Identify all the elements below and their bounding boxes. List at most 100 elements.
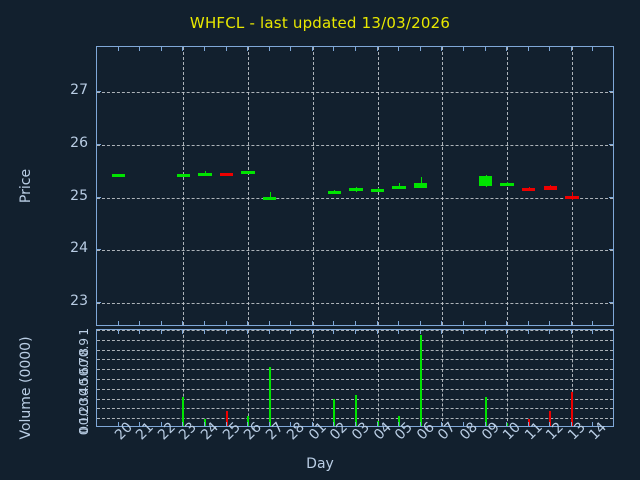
tick-x xyxy=(506,46,508,51)
tick-x xyxy=(376,329,378,334)
tick-y xyxy=(609,302,614,304)
tick-x xyxy=(117,329,119,334)
tick-x xyxy=(527,422,529,427)
tick-x xyxy=(419,321,421,326)
tick-x xyxy=(182,422,184,427)
tick-x xyxy=(182,329,184,334)
tick-x xyxy=(139,329,141,334)
tick-x xyxy=(441,422,443,427)
tick-x xyxy=(247,329,249,334)
tick-y xyxy=(96,249,101,251)
tick-x xyxy=(376,422,378,427)
gridline-horizontal xyxy=(97,303,613,305)
tick-x xyxy=(441,321,443,326)
tick-x xyxy=(182,46,184,51)
gridline-vertical xyxy=(183,47,185,325)
tick-x xyxy=(311,46,313,51)
volume-series xyxy=(97,330,613,426)
tick-x xyxy=(549,329,551,334)
volume-plot-area xyxy=(96,329,614,427)
tick-x xyxy=(225,329,227,334)
tick-x xyxy=(203,329,205,334)
price-axis-label: 27 xyxy=(70,81,88,98)
tick-x xyxy=(160,46,162,51)
tick-x xyxy=(247,422,249,427)
tick-x xyxy=(333,46,335,51)
tick-x xyxy=(549,321,551,326)
gridline-vertical xyxy=(507,330,509,426)
tick-x xyxy=(376,321,378,326)
tick-y xyxy=(96,143,101,145)
candle-body xyxy=(241,171,255,175)
tick-x xyxy=(570,329,572,334)
gridline-vertical xyxy=(248,47,250,325)
x-axis-title: Day xyxy=(306,456,334,472)
tick-x xyxy=(398,422,400,427)
volume-axis-label: 1 xyxy=(77,328,91,336)
gridline-vertical xyxy=(377,47,379,325)
volume-bar xyxy=(355,394,357,426)
tick-x xyxy=(506,422,508,427)
volume-bar xyxy=(226,411,228,426)
volume-bar xyxy=(571,391,573,426)
volume-bar xyxy=(182,396,184,426)
gridline-vertical xyxy=(183,330,185,426)
tick-x xyxy=(117,422,119,427)
tick-x xyxy=(355,46,356,51)
tick-x xyxy=(398,321,400,326)
tick-x xyxy=(592,46,594,51)
tick-x xyxy=(355,321,356,326)
tick-x xyxy=(268,321,270,326)
tick-x xyxy=(290,329,292,334)
volume-bar xyxy=(247,416,249,426)
volume-bar xyxy=(549,411,551,426)
tick-x xyxy=(419,46,421,51)
tick-x xyxy=(549,422,551,427)
price-axis-label: 25 xyxy=(70,187,88,204)
candle-body xyxy=(327,191,342,195)
tick-x xyxy=(462,46,464,51)
candle-body xyxy=(111,173,126,177)
price-axis-label: 23 xyxy=(70,293,88,310)
tick-x xyxy=(117,321,119,326)
tick-x xyxy=(484,46,486,51)
volume-bar xyxy=(485,396,487,426)
tick-x xyxy=(355,422,356,427)
tick-x xyxy=(160,422,162,427)
tick-x xyxy=(592,422,594,427)
tick-x xyxy=(527,329,529,334)
tick-x xyxy=(398,329,400,334)
tick-x xyxy=(462,329,464,334)
tick-x xyxy=(592,321,594,326)
volume-bar xyxy=(398,416,400,426)
tick-x xyxy=(570,422,572,427)
gridline-horizontal xyxy=(97,359,613,361)
candle-wick xyxy=(507,181,508,184)
tick-y xyxy=(609,196,614,198)
candle-body xyxy=(262,196,277,200)
gridline-horizontal xyxy=(97,197,613,199)
tick-x xyxy=(527,46,529,51)
volume-bar xyxy=(333,398,335,426)
tick-x xyxy=(527,321,529,326)
tick-x xyxy=(484,329,486,334)
tick-x xyxy=(290,422,292,427)
tick-x xyxy=(247,321,249,326)
candle-wick xyxy=(270,192,271,199)
gridline-vertical xyxy=(442,330,444,426)
tick-x xyxy=(268,422,270,427)
candle-body xyxy=(198,173,212,177)
tick-x xyxy=(484,321,486,326)
gridline-vertical xyxy=(312,47,314,325)
tick-x xyxy=(311,329,313,334)
tick-y xyxy=(609,249,614,251)
candle-body xyxy=(543,185,557,190)
tick-x xyxy=(225,321,227,326)
tick-x xyxy=(355,329,356,334)
candle-body xyxy=(521,187,536,191)
tick-x xyxy=(182,321,184,326)
tick-x xyxy=(570,321,572,326)
tick-x xyxy=(311,321,313,326)
tick-x xyxy=(333,321,335,326)
